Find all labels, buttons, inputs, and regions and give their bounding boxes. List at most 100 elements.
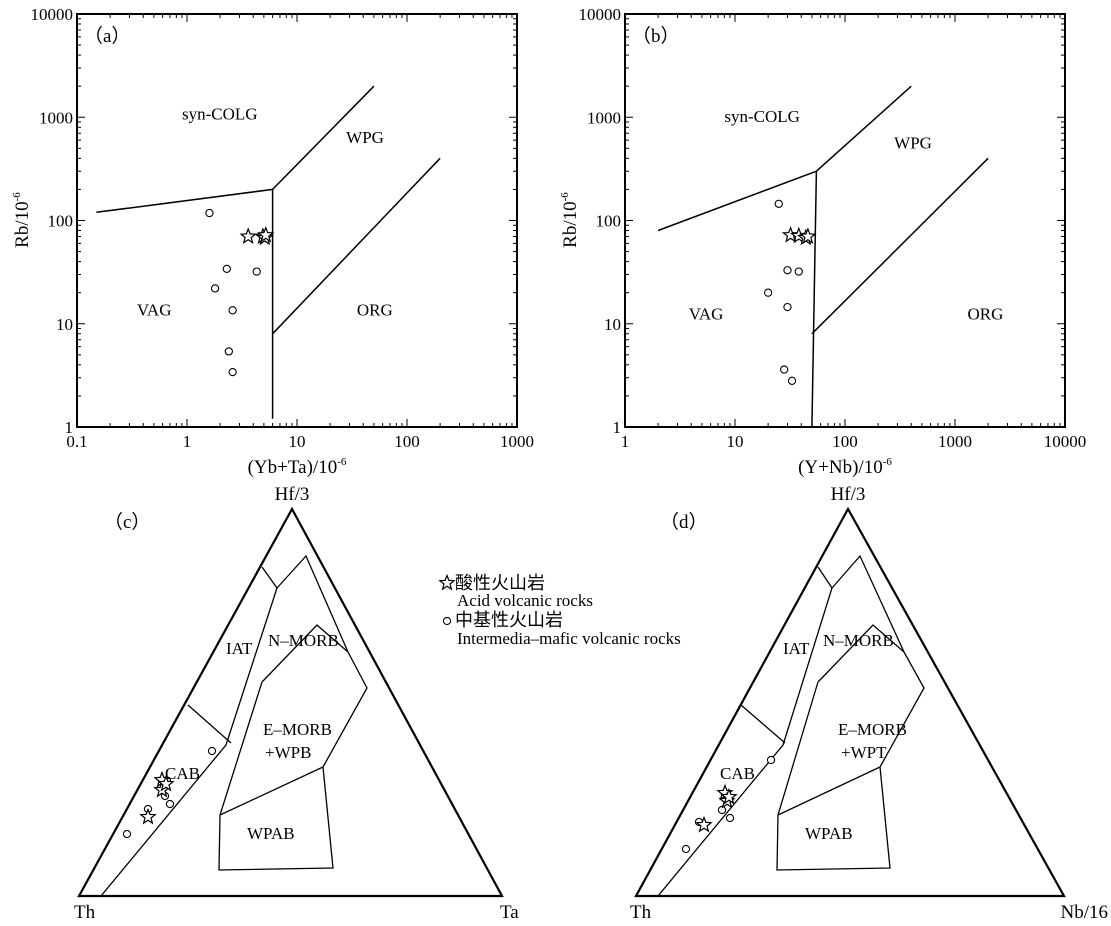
y-tick-label: 100	[48, 212, 74, 231]
field-boundary	[811, 171, 818, 428]
region-label: ORG	[968, 304, 1004, 323]
y-tick-label: 10	[56, 315, 73, 334]
panel-c-boundary-emorb-top	[261, 624, 349, 683]
panel-d-region-wpt: +WPT	[841, 743, 887, 762]
star-point	[695, 815, 713, 833]
panel-d-boundary-iat	[740, 704, 786, 744]
circle-point	[717, 805, 727, 815]
panel-d-vertex-top: Hf/3	[831, 484, 866, 505]
panel-a-region-labels: syn-COLG WPG VAG ORG	[137, 105, 393, 320]
circle-point	[205, 208, 214, 218]
x-tick-label: 10000	[1044, 432, 1087, 451]
circle-point	[787, 376, 797, 385]
star-point	[257, 226, 275, 243]
panel-b-points	[763, 199, 817, 385]
region-label: syn-COLG	[724, 107, 800, 126]
panel-a-ylabel: Rb/10-6	[11, 192, 33, 248]
y-tick-label: 1000	[587, 108, 621, 127]
panel-c-vertex-left: Th	[74, 902, 96, 923]
x-tick-label: 10	[727, 432, 744, 451]
star-point	[139, 807, 157, 825]
y-tick-label: 1000	[39, 108, 73, 127]
circle-point	[783, 302, 792, 312]
y-tick-label: 10000	[579, 5, 622, 24]
circle-point	[228, 367, 237, 377]
legend: 酸性火山岩 Acid volcanic rocks 中基性火山岩 Interme…	[438, 573, 681, 648]
panel-b-xlabel-exp: -6	[883, 456, 893, 468]
panel-d-region-emorb: E–MORB	[838, 720, 907, 739]
panel-c-boundary-cab	[100, 566, 278, 897]
panel-c-boundary-wpab	[219, 766, 324, 816]
panel-b-boundaries	[657, 85, 989, 428]
panel-c-triangle	[77, 506, 504, 898]
panel-c-points	[122, 746, 217, 839]
panel-c-region-iat: IAT	[226, 639, 253, 658]
panel-b-ylabel: Rb/10-6	[559, 192, 581, 248]
circle-point	[763, 288, 773, 297]
panel-c-vertex-right: Ta	[500, 902, 519, 923]
panel-d-points	[681, 755, 776, 854]
panel-d-region-iat: IAT	[783, 639, 810, 658]
x-tick-label: 1000	[938, 432, 972, 451]
circle-point	[210, 284, 220, 293]
star-point	[720, 787, 738, 805]
panel-b-region-labels: syn-COLG WPG VAG ORG	[689, 107, 1004, 324]
panel-b-frame	[624, 13, 1066, 428]
star-point	[157, 774, 175, 792]
x-tick-label: 1	[621, 432, 630, 451]
x-tick-label: 1	[183, 432, 192, 451]
circle-point	[783, 266, 792, 275]
star-point	[799, 227, 817, 244]
circle-point	[222, 264, 231, 274]
panel-d-region-nmorb: N–MORB	[823, 631, 894, 650]
panel-c: （c） Hf/3 Th Ta IAT N–MORB E–MORB +WPB CA…	[74, 484, 519, 923]
panel-c-region-wpb: +WPB	[265, 743, 311, 762]
circle-point	[224, 347, 233, 356]
panel-d-vertex-right: Nb/16	[1061, 902, 1109, 923]
legend-circle-icon	[442, 616, 452, 626]
circle-point	[228, 306, 237, 315]
panel-d-boundary-wpab	[777, 766, 881, 816]
circle-point	[252, 267, 261, 276]
circle-point	[122, 829, 132, 839]
panel-c-region-emorb: E–MORB	[263, 720, 332, 739]
y-tick-label: 1	[613, 418, 622, 437]
panel-b-xlabel-base: (Y+Nb)/10	[798, 457, 883, 478]
y-tick-label: 10	[604, 315, 621, 334]
panel-c-region-nmorb: N–MORB	[268, 631, 339, 650]
panel-c-boundary-iat	[187, 704, 232, 744]
legend-star-marker	[438, 573, 456, 591]
panel-a-xlabel-exp: -6	[337, 456, 347, 468]
panel-d-boundary-nmorb	[831, 554, 905, 653]
y-tick-label: 1	[65, 418, 74, 437]
circle-point	[766, 755, 776, 765]
y-tick-label: 10000	[31, 5, 74, 24]
star-point	[239, 227, 257, 244]
panel-a-label: （a）	[84, 25, 130, 47]
circle-point	[794, 267, 803, 276]
panel-d-boundary-emorb-top	[817, 624, 905, 683]
panel-b: 1 10 100 1000 10000 1 10 100 1000 10000 syn-COLG W…	[559, 5, 1086, 478]
legend-star-icon	[438, 573, 456, 591]
circle-point	[774, 199, 783, 208]
panel-b-ylabel-exp: -6	[559, 192, 571, 202]
y-tick-label: 100	[596, 212, 622, 231]
legend-circle-label-en: Intermedia–mafic volcanic rocks	[457, 629, 681, 648]
panel-a-xlabel-base: (Yb+Ta)/10	[248, 457, 338, 478]
panel-c-vertex-top: Hf/3	[275, 484, 310, 505]
circle-point	[725, 813, 735, 823]
panel-b-xlabel: (Y+Nb)/10-6	[798, 456, 892, 478]
region-label: WPG	[894, 133, 932, 152]
panel-b-ylabel-base: Rb/10	[560, 201, 581, 247]
x-tick-label: 0.1	[66, 432, 87, 451]
panel-a-boundaries	[96, 85, 441, 419]
circle-point	[207, 746, 217, 756]
panel-d-label: （d）	[660, 511, 708, 533]
legend-circle-marker	[442, 616, 452, 626]
panel-a-ylabel-exp: -6	[11, 192, 23, 202]
panel-d-vertex-left: Th	[630, 902, 652, 923]
panel-c-region-wpab: WPAB	[247, 824, 295, 843]
legend-star-label-cn: 酸性火山岩	[455, 573, 545, 594]
panel-d-triangle	[634, 506, 1066, 898]
